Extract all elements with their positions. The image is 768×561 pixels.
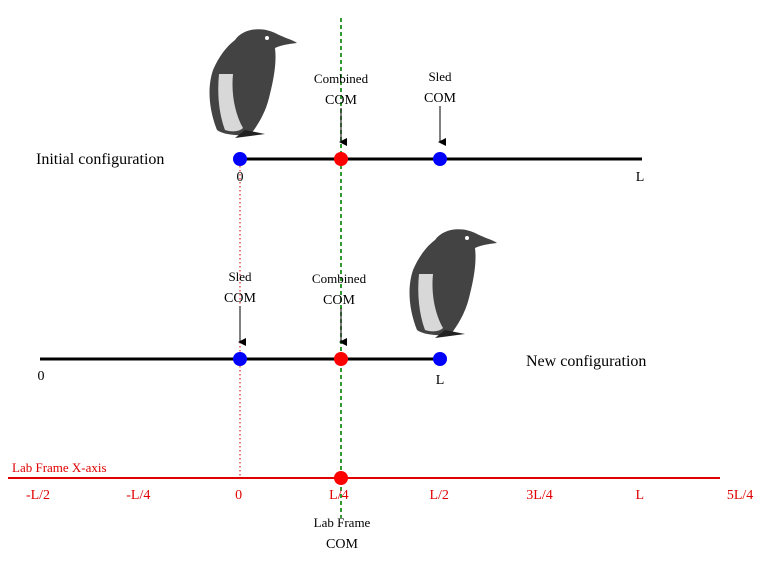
new-combined-com-label-line1: Combined	[312, 271, 367, 286]
lab-frame-tick-label: 5L/4	[727, 488, 753, 503]
penguin-icon	[209, 29, 297, 138]
lab-frame-tick-label: L/2	[429, 488, 448, 503]
new-length-label: L	[436, 373, 445, 388]
initial-sled-com-dot	[433, 152, 447, 166]
new-sled-com-dot	[233, 352, 247, 366]
penguin-icon	[409, 229, 497, 338]
new-penguin-point	[433, 352, 447, 366]
lab-frame-tick-label: 3L/4	[526, 488, 552, 503]
lab-frame-tick-label: L	[636, 488, 645, 503]
initial-configuration: Initial configuration 0 L Combined COM S…	[36, 29, 644, 185]
new-sled-com-label-line2: COM	[224, 291, 256, 306]
lab-frame-com-dot	[334, 471, 348, 485]
lab-frame-tick-label: -L/2	[26, 488, 50, 503]
initial-length-label: L	[636, 170, 645, 185]
lab-frame-tick-label: -L/4	[126, 488, 150, 503]
lab-frame-tick-label: 0	[235, 488, 242, 503]
initial-configuration-label: Initial configuration	[36, 151, 164, 168]
new-combined-com-dot	[334, 352, 348, 366]
lab-frame-com-label-line1: Lab Frame	[314, 515, 371, 530]
lab-frame-axis: Lab Frame X-axis -L/2 -L/4 0 L/4 L/2 3L/4 L 5L/…	[8, 460, 753, 552]
initial-origin-label: 0	[237, 170, 244, 185]
initial-sled-com-label-line2: COM	[424, 91, 456, 106]
lab-frame-com-label-line2: COM	[326, 537, 358, 552]
initial-combined-com-dot	[334, 152, 348, 166]
new-sled-com-label-line1: Sled	[228, 269, 252, 284]
lab-frame-tick-label: L/4	[329, 488, 348, 503]
new-configuration: New configuration 0 L Sled COM Combined …	[38, 229, 646, 388]
new-origin-label: 0	[38, 369, 45, 384]
initial-combined-com-label-line2: COM	[325, 93, 357, 108]
new-combined-com-label-line2: COM	[323, 293, 355, 308]
initial-combined-com-label-line1: Combined	[314, 71, 369, 86]
initial-sled-com-label-line1: Sled	[428, 69, 452, 84]
initial-penguin-point	[233, 152, 247, 166]
lab-frame-tick-labels: -L/2 -L/4 0 L/4 L/2 3L/4 L 5L/4	[26, 488, 753, 503]
new-configuration-label: New configuration	[526, 353, 646, 370]
lab-frame-axis-label: Lab Frame X-axis	[12, 460, 107, 475]
